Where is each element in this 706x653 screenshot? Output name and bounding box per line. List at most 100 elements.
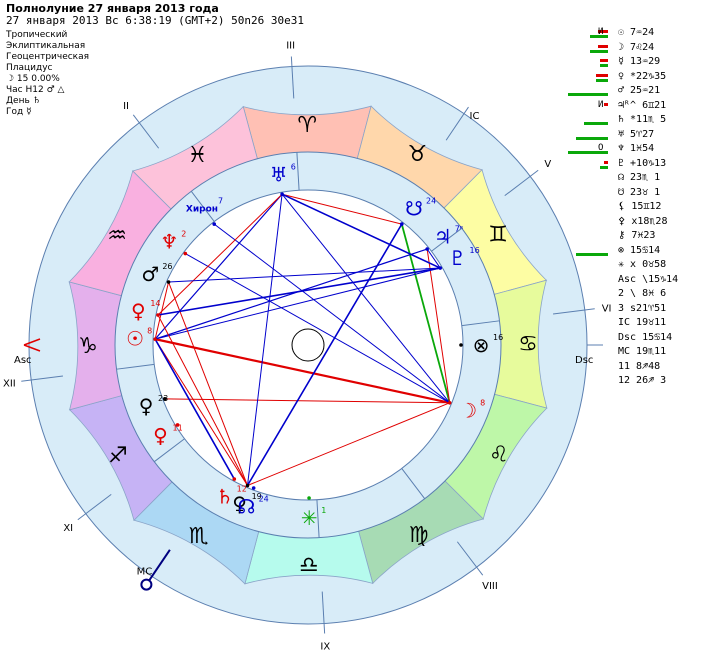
strength-bar-red	[604, 160, 608, 164]
planet-row: ⊗ 15♋14	[576, 244, 706, 260]
aspect-line	[281, 193, 451, 404]
planet-row: О ♆ 1♓54	[568, 143, 706, 158]
strength-bar-red	[604, 102, 608, 106]
planet-position: 2 \ 8♓ 6	[618, 288, 667, 299]
aspect-line	[154, 193, 283, 340]
center-circle	[291, 328, 325, 362]
planet-row: Asc \15♑14	[578, 274, 706, 289]
planet-tick	[307, 496, 311, 500]
info-line: Тропический	[6, 30, 68, 40]
planet-glyph: ♀	[153, 423, 168, 447]
planet-position: ☽ 7♌24	[618, 41, 655, 53]
strength-bar-red	[600, 59, 608, 62]
planet-degree: 24	[426, 196, 436, 205]
planet-position: 11 8♐48	[618, 360, 661, 372]
planet-mark: И	[598, 27, 604, 37]
planet-row: MC 19♏11	[578, 346, 706, 361]
planet-position: ♀ *22♑35	[618, 70, 667, 82]
info-line: День ♄	[6, 96, 41, 106]
chart-settings: Тропический Эклиптикальная Геоцентрическ…	[6, 30, 89, 118]
sign-glyph: ♊	[488, 222, 508, 247]
sign-glyph: ♏	[189, 524, 209, 549]
aspect-line	[154, 338, 235, 480]
aspect-line	[157, 314, 248, 486]
planet-tick	[245, 483, 250, 488]
planet-tick	[232, 477, 237, 481]
planet-position: ♂ 25♒21	[618, 85, 661, 96]
house-cusp-line	[132, 114, 160, 149]
planet-position: ✳ x 0♉58	[618, 259, 667, 270]
planet-mark: О	[598, 143, 604, 153]
planet-position: ☉ 7♒24	[618, 27, 655, 38]
planet-row: 11 8♐48	[578, 361, 706, 376]
aspect-line	[246, 223, 403, 486]
planet-position: ♆ 1♓54	[618, 143, 655, 154]
info-line: ☽ 15 0.00%	[6, 74, 60, 84]
strength-bar-red	[596, 73, 608, 77]
info-line: Плацидус	[6, 63, 53, 73]
planet-glyph: ♃	[434, 224, 452, 248]
sign-glyph: ♍	[409, 523, 429, 548]
aspect-line	[213, 223, 450, 404]
planet-row: 12 26♐ 3	[578, 375, 706, 390]
planet-tick	[425, 247, 429, 251]
planet-degree: 14	[150, 299, 160, 308]
house-cusp-line	[21, 375, 64, 382]
strength-bar-green	[584, 122, 608, 125]
house-cusp-line	[153, 438, 185, 463]
planet-position: ⊗ 15♋14	[618, 244, 661, 256]
house-cusp-line	[456, 541, 484, 576]
planet-glyph: ♅	[270, 162, 288, 186]
planet-glyph: ♀	[232, 492, 247, 516]
planet-glyph: Хирон	[186, 204, 218, 214]
planet-degree: 8	[147, 326, 152, 335]
strength-bar-green	[568, 93, 608, 96]
planet-position: IC 19♉11	[618, 317, 667, 328]
house-cusp-line	[116, 363, 155, 370]
planet-tick	[399, 222, 404, 226]
planet-row: ♂ 25♒21	[568, 85, 706, 100]
planet-tick	[280, 192, 284, 197]
planet-row: ☿ 13♒29	[578, 56, 706, 71]
planet-degree: 23	[158, 394, 168, 403]
aspect-line	[157, 267, 441, 316]
planet-position: ⚸ 15♊12	[618, 201, 662, 212]
strength-bar-green	[590, 49, 608, 53]
house-cusp-line	[316, 499, 320, 538]
house-label: IX	[320, 642, 330, 653]
mc-marker-icon	[140, 578, 153, 591]
planet-tick	[459, 343, 463, 347]
planet-tick	[183, 251, 188, 256]
planet-degree: 11	[172, 423, 182, 432]
planet-degree: 12	[237, 485, 247, 494]
chart-title: Полнолуние 27 января 2013 года	[6, 2, 219, 15]
planet-row: ✳ x 0♉58	[578, 259, 706, 274]
aspect-line	[157, 193, 283, 316]
planet-glyph: ☊	[238, 495, 256, 519]
sign-glyph: ♓	[187, 143, 207, 168]
aspect-line	[154, 338, 450, 404]
planet-position: ☋ 23♉ 1	[618, 186, 661, 198]
planet-mark: И	[598, 99, 604, 110]
mc-axis-line	[145, 549, 171, 586]
zodiac-sign-glyphs: ♈ ♉ ♊ ♋ ♌ ♍ ♎ ♏ ♐ ♑ ♒ ♓	[78, 113, 538, 578]
strength-bar-green	[600, 165, 608, 169]
planet-row: Dsc 15♋14	[578, 332, 706, 347]
house-cusp-line	[190, 190, 215, 222]
planet-position: ♄ *11♏ 5	[618, 114, 667, 125]
info-line: Год ☿	[6, 107, 32, 117]
house-cusp-line	[431, 227, 463, 252]
strength-bar-green	[568, 151, 608, 154]
planet-tick	[166, 280, 171, 284]
aspect-line	[154, 267, 441, 340]
strength-bar-green	[596, 78, 608, 82]
planet-position: MC 19♏11	[618, 346, 667, 357]
sign-glyph: ♒	[107, 224, 127, 249]
aspect-line	[164, 398, 450, 404]
sign-glyph: ♐	[108, 444, 128, 469]
ic-label: IC	[470, 111, 480, 122]
planet-row: ♅ 5♈27	[576, 129, 706, 144]
planet-degree: 6	[291, 162, 296, 171]
planet-glyph: ♇	[449, 246, 467, 270]
